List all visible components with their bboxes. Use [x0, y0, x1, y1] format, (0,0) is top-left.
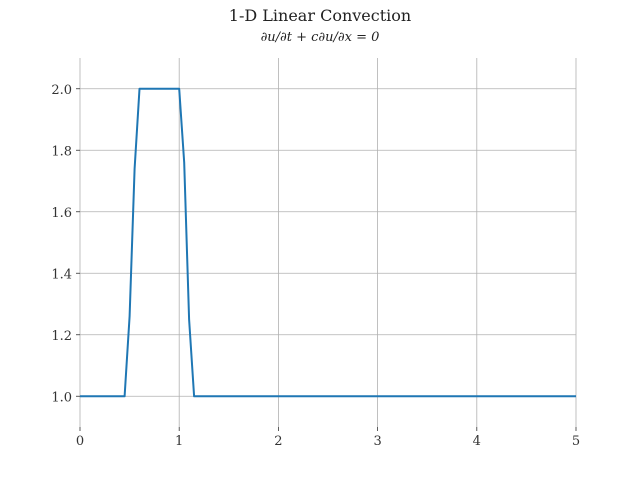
x-tick-label: 2: [274, 434, 282, 449]
x-tick-label: 4: [473, 434, 481, 449]
y-tick-label: 2.0: [51, 83, 72, 98]
y-tick-label: 1.6: [51, 206, 72, 221]
chart-title: 1-D Linear Convection: [228, 6, 412, 25]
y-tick-label: 1.2: [51, 329, 72, 344]
x-tick-label: 5: [572, 434, 580, 449]
x-tick-label: 3: [373, 434, 381, 449]
grid-lines: [79, 58, 577, 427]
y-tick-label: 1.0: [51, 390, 72, 405]
x-tick-label: 0: [76, 434, 84, 449]
x-tick-label: 1: [175, 434, 183, 449]
chart-subtitle: ∂u/∂t + c∂u/∂x = 0: [260, 30, 380, 45]
y-tick-label: 1.8: [51, 144, 72, 159]
axis-ticks: 0 1 2 3 4 5 1.0 1.2 1.4 1.6 1.8 2.0: [51, 83, 580, 449]
y-tick-label: 1.4: [51, 267, 72, 282]
series-line: [80, 87, 576, 398]
series-lines: [80, 87, 576, 398]
